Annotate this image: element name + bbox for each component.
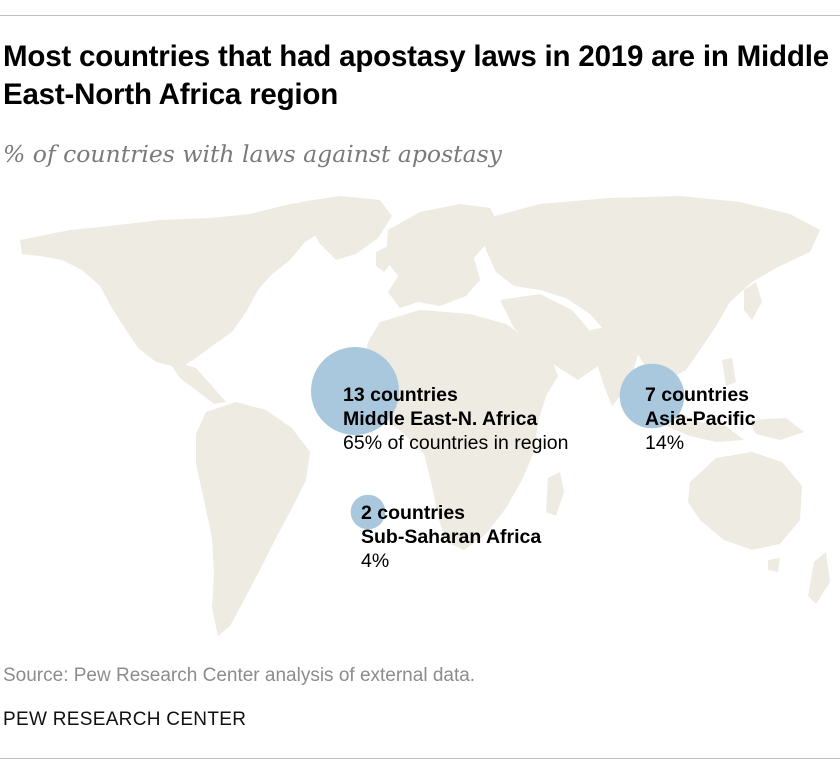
subtitle: % of countries with laws against apostas… xyxy=(3,140,502,168)
land-japan xyxy=(744,282,762,320)
label-ssa-region: Sub-Saharan Africa xyxy=(361,526,542,548)
page-title: Most countries that had apostasy laws in… xyxy=(3,40,829,111)
land-masses xyxy=(20,196,830,636)
label-sub-saharan-africa: 2 countries Sub-Saharan Africa 4% xyxy=(361,501,541,573)
land-new-zealand xyxy=(808,552,830,604)
land-uk xyxy=(376,246,392,272)
land-southeast-asia xyxy=(644,376,744,442)
land-madagascar xyxy=(546,472,564,516)
brand-name: PEW RESEARCH CENTER xyxy=(3,709,247,730)
land-india xyxy=(590,324,642,406)
land-tasmania xyxy=(768,558,780,572)
bubble-middle-east-north-africa xyxy=(311,347,399,435)
label-asia-pacific: 7 countries Asia-Pacific 14% xyxy=(645,383,756,455)
label-middle-east-north-africa: 13 countries Middle East-N. Africa 65% o… xyxy=(343,383,568,455)
land-south-america xyxy=(196,402,310,636)
bubble-layer xyxy=(311,347,685,530)
label-ssa-count: 2 countries xyxy=(361,502,466,524)
land-north-america xyxy=(20,200,340,368)
label-asia-count: 7 countries xyxy=(645,384,750,406)
land-australia xyxy=(688,452,802,550)
land-central-america xyxy=(168,360,226,404)
land-asia xyxy=(480,196,820,382)
bottom-rule xyxy=(0,758,840,759)
land-philippines xyxy=(722,358,736,386)
land-europe xyxy=(386,204,500,308)
top-rule xyxy=(0,15,840,16)
label-asia-region: Asia-Pacific xyxy=(645,408,756,430)
bubble-sub-saharan-africa xyxy=(350,494,386,530)
land-middle-east xyxy=(500,294,598,380)
label-mena-count: 13 countries xyxy=(343,384,458,406)
world-map-svg xyxy=(20,196,830,636)
label-ssa-share: 4% xyxy=(361,550,390,572)
label-mena-region: Middle East-N. Africa xyxy=(343,408,538,430)
land-greenland xyxy=(300,196,392,260)
label-asia-share: 14% xyxy=(645,432,685,454)
label-mena-share: 65% of countries in region xyxy=(343,432,569,454)
world-map: 13 countries Middle East-N. Africa 65% o… xyxy=(0,190,840,650)
source-note: Source: Pew Research Center analysis of … xyxy=(3,665,476,686)
land-africa xyxy=(362,310,558,550)
land-new-guinea xyxy=(748,418,804,440)
bubble-asia-pacific xyxy=(619,363,685,429)
